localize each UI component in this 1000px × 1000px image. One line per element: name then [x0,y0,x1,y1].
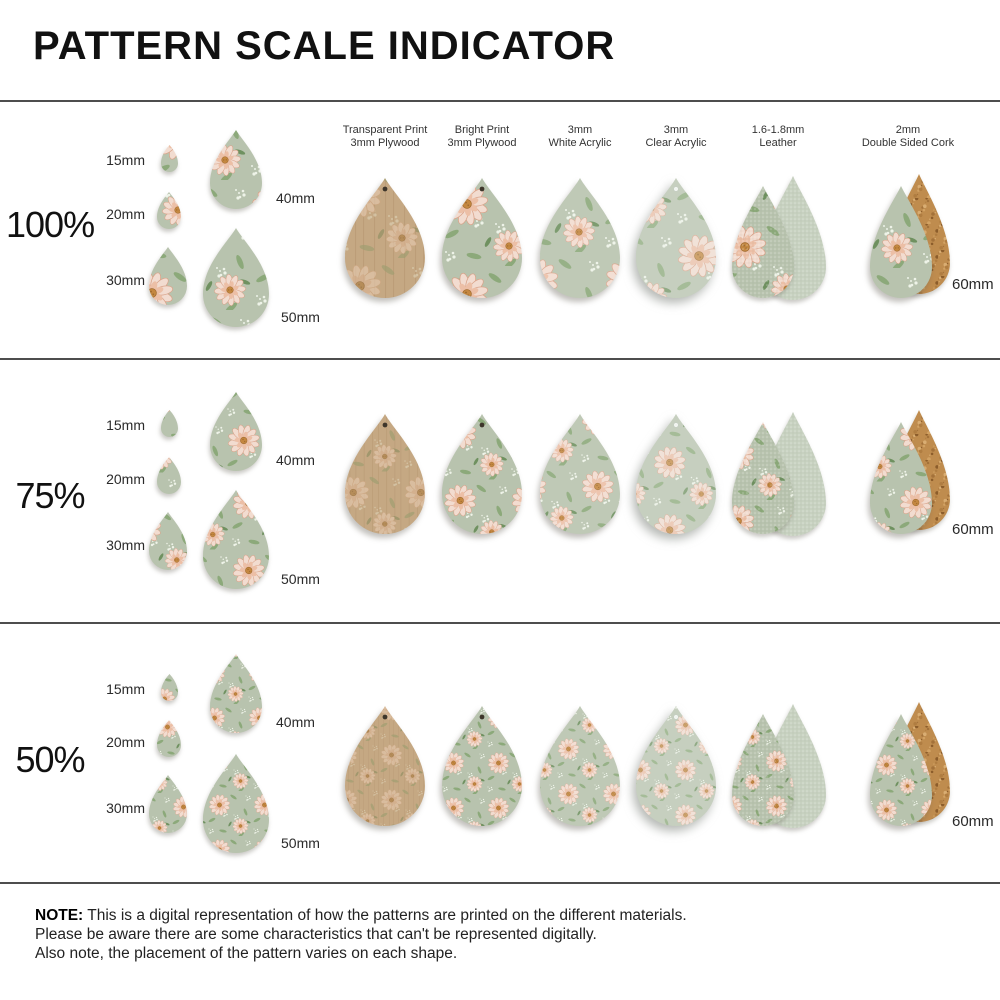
main-size-label: 60mm [952,813,994,830]
scale-row-100pct: 100% 15mm 20mm 30mm 40mm 50mm 60mm [0,100,1000,358]
note-label: NOTE: [35,907,84,924]
teardrop-75pct-transparent-plywood [345,414,425,534]
scale-label: 50% [15,739,85,780]
scale-row-50pct: 50% 15mm 20mm 30mm 40mm 50mm 60mm [0,622,1000,882]
material-header-clear-acrylic: 3mm Clear Acrylic [596,124,756,150]
material-header-line2: White Acrylic [548,137,612,149]
teardrop-100pct-bright-plywood [442,178,522,298]
scale-label: 75% [15,475,85,516]
teardrop-75pct-cork-front [870,422,932,534]
material-header-line1: Transparent Print [342,124,428,136]
divider [0,358,1000,360]
teardrop-75pct-50mm [203,490,269,589]
note-line-3: Also note, the placement of the pattern … [35,945,458,962]
teardrop-100pct-transparent-plywood [345,178,425,298]
teardrop-100pct-white-acrylic [540,178,620,298]
material-header-cork: 2mm Double Sided Cork [828,124,988,150]
material-header-white-acrylic: 3mm White Acrylic [500,124,660,150]
teardrop-50pct-white-acrylic [540,706,620,826]
material-header-line2: 3mm Plywood [447,137,517,149]
material-header-line1: 3mm [663,124,689,136]
size-label-30mm: 30mm [106,272,145,288]
material-header-line2: Double Sided Cork [861,137,955,149]
teardrop-100pct-50mm [203,228,269,327]
size-label-15mm: 15mm [106,681,145,697]
material-header-line1: 1.6-1.8mm [751,124,805,136]
divider [0,622,1000,624]
divider [0,100,1000,102]
size-label-50mm: 50mm [281,835,320,851]
material-header-transparent-plywood: Transparent Print 3mm Plywood [305,124,465,150]
size-label-15mm: 15mm [106,417,145,433]
size-label-50mm: 50mm [281,571,320,587]
size-label-20mm: 20mm [106,206,145,222]
teardrop-75pct-15mm [161,410,178,437]
note: NOTE: This is a digital representation o… [35,906,687,963]
material-header-line1: 2mm [895,124,921,136]
material-header-leather: 1.6-1.8mm Leather [698,124,858,150]
size-label-40mm: 40mm [276,714,315,730]
teardrop-100pct-leather-front [732,186,794,298]
teardrop-50pct-cork-front [870,714,932,826]
teardrop-100pct-clear-acrylic [636,178,716,298]
teardrop-75pct-30mm [149,512,187,570]
note-line-1: NOTE: This is a digital representation o… [35,907,687,924]
note-line-2: Please be aware there are some character… [35,926,597,943]
scale-row-75pct: 75% 15mm 20mm 30mm 40mm 50mm 60mm [0,358,1000,622]
main-size-label: 60mm [952,276,994,293]
size-label-40mm: 40mm [276,452,315,468]
teardrop-75pct-40mm [210,392,262,471]
size-label-20mm: 20mm [106,734,145,750]
teardrop-100pct-40mm [210,130,262,209]
size-label-30mm: 30mm [106,537,145,553]
teardrop-50pct-leather-front [732,714,794,826]
teardrop-50pct-transparent-plywood [345,706,425,826]
teardrop-50pct-40mm [210,654,262,733]
teardrop-50pct-50mm [203,754,269,853]
scale-label: 100% [6,204,95,245]
teardrop-75pct-bright-plywood [442,414,522,534]
teardrop-75pct-clear-acrylic [636,414,716,534]
teardrop-50pct-bright-plywood [442,706,522,826]
size-label-50mm: 50mm [281,309,320,325]
teardrop-100pct-cork-front [870,186,932,298]
material-header-line2: Clear Acrylic [645,137,707,149]
material-header-bright-plywood: Bright Print 3mm Plywood [402,124,562,150]
teardrop-100pct-30mm [149,247,187,305]
main-size-label: 60mm [952,521,994,538]
material-header-line2: 3mm Plywood [350,137,420,149]
teardrop-100pct-15mm [161,145,178,172]
page-title: PATTERN SCALE INDICATOR [33,24,616,68]
teardrop-75pct-white-acrylic [540,414,620,534]
size-label-30mm: 30mm [106,800,145,816]
material-header-line1: 3mm [567,124,593,136]
teardrop-50pct-20mm [157,720,181,757]
size-label-20mm: 20mm [106,471,145,487]
teardrop-75pct-20mm [157,457,181,494]
size-label-40mm: 40mm [276,190,315,206]
size-label-15mm: 15mm [106,152,145,168]
material-header-line1: Bright Print [454,124,510,136]
divider [0,882,1000,884]
teardrop-100pct-20mm [157,192,181,229]
material-header-line2: Leather [759,137,797,149]
teardrop-50pct-clear-acrylic [636,706,716,826]
teardrop-75pct-leather-front [732,422,794,534]
teardrop-50pct-30mm [149,775,187,833]
teardrop-50pct-15mm [161,674,178,701]
